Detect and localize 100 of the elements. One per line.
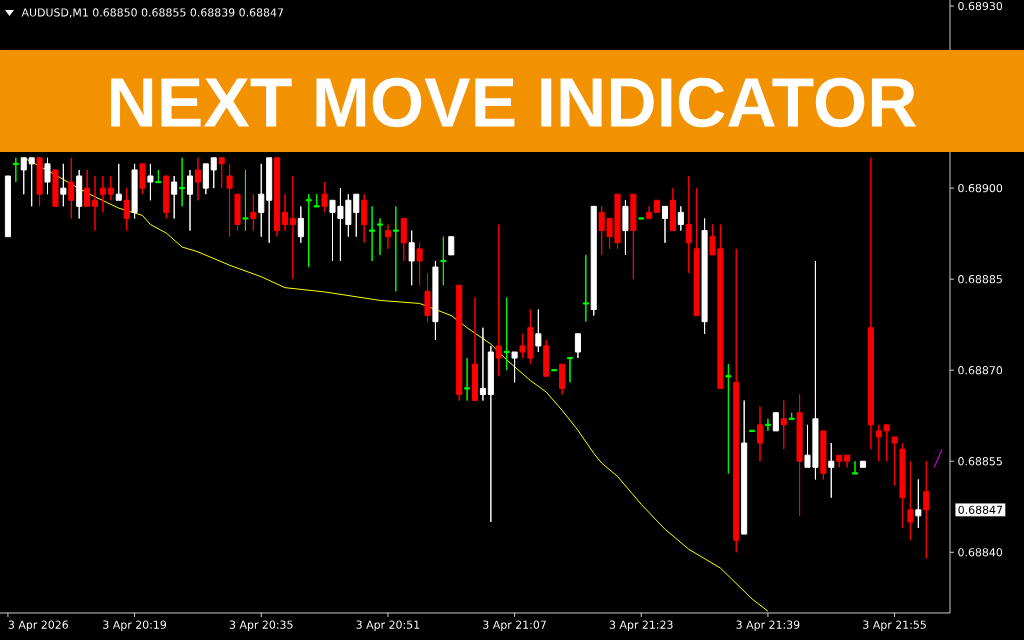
candlestick	[741, 400, 748, 535]
y-tick-label: 0.68840	[958, 548, 1003, 557]
candlestick	[68, 157, 75, 219]
candlestick	[836, 454, 843, 468]
candlestick	[622, 199, 629, 256]
candlestick	[44, 157, 51, 195]
candlestick	[543, 339, 550, 377]
candlestick	[899, 442, 906, 529]
candlestick	[384, 224, 391, 250]
candlestick	[313, 193, 320, 208]
candlestick	[495, 224, 502, 377]
candlestick	[60, 163, 67, 207]
candlestick	[772, 412, 779, 432]
candlestick	[194, 157, 201, 201]
candlestick	[186, 169, 194, 232]
candlestick	[179, 157, 186, 207]
candlestick	[305, 193, 312, 268]
candlestick	[147, 163, 154, 201]
candlestick	[76, 169, 83, 219]
y-tick-label: 0.68900	[958, 183, 1003, 193]
text: 0.68847	[958, 505, 1003, 514]
x-tick-label: 3 Apr 20:35	[229, 620, 293, 631]
candlestick	[250, 193, 257, 232]
candlestick	[693, 187, 700, 317]
candlestick	[139, 163, 146, 195]
candlestick	[701, 217, 708, 335]
candlestick	[559, 363, 566, 395]
candlestick	[756, 406, 764, 462]
candlestick	[891, 436, 898, 487]
candlestick	[202, 163, 209, 195]
candlestick	[234, 193, 241, 232]
candlestick	[859, 460, 866, 468]
candlestick	[416, 242, 423, 286]
candlestick	[630, 193, 637, 280]
y-tick-label: 0.68930	[958, 1, 1003, 11]
candlestick	[915, 478, 922, 529]
candlestick	[669, 187, 676, 232]
y-tick-label: 0.68855	[958, 457, 1002, 466]
candlestick	[163, 175, 170, 219]
candlestick	[844, 454, 851, 468]
candlestick	[369, 205, 376, 262]
candlestick	[361, 193, 368, 244]
candlestick	[155, 169, 162, 184]
candlestick	[661, 205, 669, 244]
candlestick	[590, 205, 597, 317]
candlestick	[91, 175, 99, 232]
candlestick	[400, 217, 407, 262]
candlestick	[574, 333, 581, 359]
candlestick	[471, 296, 479, 402]
candlestick	[851, 460, 859, 475]
candlestick	[52, 169, 59, 207]
candlestick	[36, 157, 43, 207]
candlestick	[4, 175, 11, 238]
candlestick	[511, 351, 518, 383]
candlestick	[907, 460, 914, 541]
candlestick	[654, 199, 661, 213]
candlestick	[456, 284, 463, 402]
candlestick	[226, 163, 233, 238]
candlestick	[266, 157, 273, 244]
candlestick	[677, 205, 684, 232]
candlestick	[258, 163, 265, 238]
x-tick-label: 3 Apr 21:55	[863, 620, 926, 631]
candlestick	[123, 187, 130, 232]
candlestick	[646, 205, 653, 219]
y-tick-label: 0.68885	[958, 275, 1002, 284]
candlestick	[12, 157, 19, 183]
y-tick-label: 0.68870	[958, 366, 1003, 375]
candlestick	[479, 327, 486, 402]
candlestick	[725, 363, 732, 474]
candlestick	[99, 175, 106, 213]
candlestick	[566, 356, 574, 383]
candlestick	[780, 400, 787, 450]
x-tick-label: 3 Apr 2026	[8, 620, 68, 631]
candlestick	[281, 193, 289, 232]
candlestick	[107, 175, 114, 201]
x-tick-label: 3 Apr 21:39	[736, 620, 800, 631]
candlestick	[582, 254, 589, 323]
candlestick	[923, 460, 930, 559]
candlestick	[171, 175, 178, 219]
candlestick	[503, 296, 510, 371]
candlestick	[289, 175, 296, 280]
candlestick	[432, 260, 439, 341]
candlestick	[796, 393, 803, 517]
candlestick	[448, 236, 455, 256]
candlestick	[638, 217, 645, 220]
candlestick	[788, 412, 795, 420]
candlestick	[392, 205, 399, 292]
x-tick-label: 3 Apr 20:51	[356, 620, 420, 631]
candlestick	[408, 230, 415, 286]
candlestick	[84, 169, 91, 207]
x-tick-label: 3 Apr 20:19	[103, 620, 167, 631]
candlestick	[828, 442, 835, 499]
candlestick	[464, 357, 471, 402]
candlestick	[424, 272, 431, 323]
candlestick	[764, 418, 771, 432]
text: AUDUSD,M1 0.68850 0.68855 0.68839 0.68847	[21, 8, 284, 18]
candlestick	[685, 175, 692, 274]
candlestick	[115, 163, 122, 201]
candlestick	[376, 217, 384, 256]
candlestick	[131, 163, 138, 219]
